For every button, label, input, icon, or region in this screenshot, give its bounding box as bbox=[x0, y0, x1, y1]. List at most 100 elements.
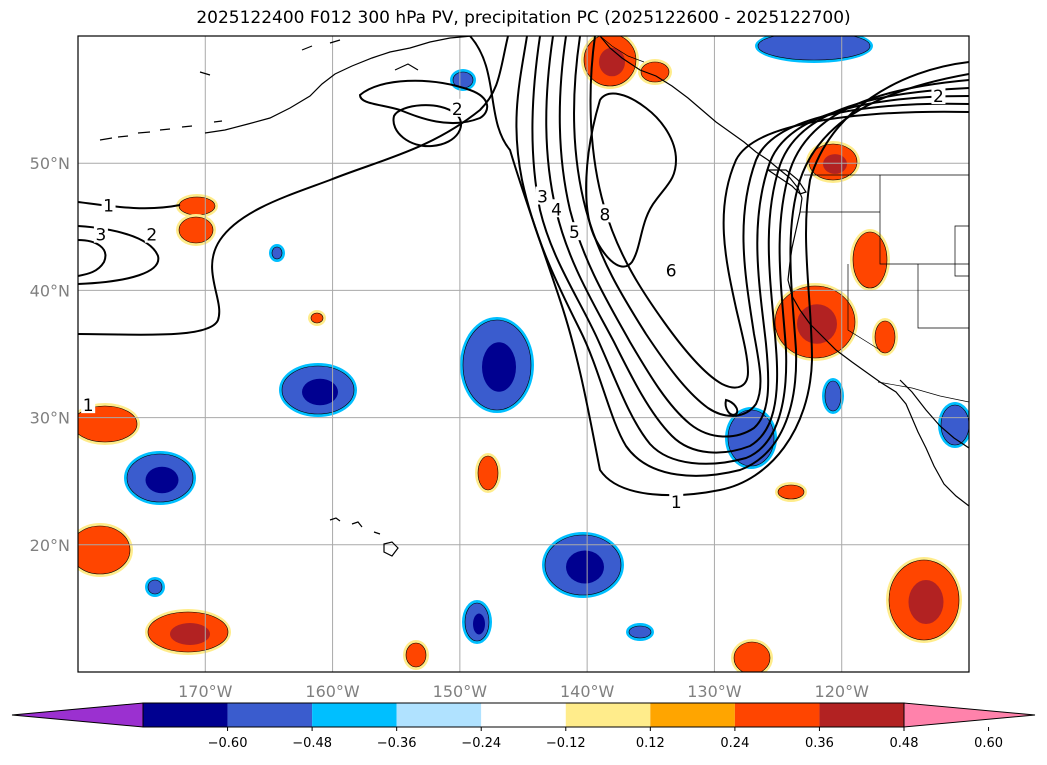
positive-precip-area bbox=[806, 141, 860, 183]
precip-mid-band bbox=[640, 61, 670, 83]
baja-gulf-coast bbox=[899, 379, 969, 449]
lon-tick-label: 130°W bbox=[687, 682, 742, 701]
pv-label-background bbox=[450, 98, 465, 117]
precip-mid-band bbox=[477, 455, 499, 491]
map-frame bbox=[77, 35, 970, 673]
pv-contour-1-west bbox=[78, 201, 181, 210]
lon-tick-label: 170°W bbox=[178, 682, 233, 701]
lat-tick-label: 30°N bbox=[30, 409, 70, 428]
precip-core-band bbox=[302, 378, 338, 406]
colorbar-low-extend bbox=[11, 702, 144, 728]
lon-tick-label: 150°W bbox=[433, 682, 488, 701]
positive-precip-area bbox=[176, 214, 216, 246]
colorbar: −0.60 −0.48 −0.36 −0.24 −0.12 0.12 0.24 0.36 0.4… bbox=[11, 702, 1036, 751]
pv-label-background bbox=[535, 186, 550, 205]
pv-label-background bbox=[144, 224, 159, 243]
political-borders bbox=[599, 36, 969, 403]
colorbar-tick-label: 0.36 bbox=[805, 736, 834, 751]
precip-mid-band bbox=[824, 380, 842, 412]
pv-contour-8 bbox=[585, 92, 678, 268]
pv-contour-5 bbox=[558, 36, 969, 438]
precip-core-band bbox=[145, 466, 179, 494]
pv-label-background bbox=[664, 260, 679, 279]
colorbar-high-extend bbox=[903, 702, 1036, 728]
positive-precip-area bbox=[403, 640, 429, 670]
negative-precip-area bbox=[542, 532, 624, 598]
lon-tick-label: 120°W bbox=[815, 682, 870, 701]
negative-precip-area bbox=[938, 402, 969, 448]
colorbar-segment bbox=[396, 703, 482, 727]
colorbar-tick-label: −0.24 bbox=[461, 736, 501, 751]
precip-core-band bbox=[797, 304, 837, 344]
precip-core-band bbox=[170, 623, 210, 645]
positive-precip-area bbox=[78, 403, 140, 445]
pv-contour-label: 8 bbox=[600, 205, 611, 225]
negative-precip-area bbox=[279, 363, 357, 417]
map-title: 2025122400 F012 300 hPa PV, precipitatio… bbox=[196, 8, 851, 28]
pv-contour-2-west bbox=[78, 225, 160, 285]
positive-precip-area bbox=[731, 639, 773, 672]
pv-label-background bbox=[931, 86, 946, 105]
colorbar-tick-label: 0.48 bbox=[890, 736, 919, 751]
lon-tick-label: 160°W bbox=[305, 682, 360, 701]
pv-label-background bbox=[669, 491, 684, 510]
colorbar-tick-label: 0.24 bbox=[720, 736, 749, 751]
pv-contour-2 bbox=[515, 36, 969, 477]
lon-tick-label: 140°W bbox=[560, 682, 615, 701]
pv-contour-label: 1 bbox=[103, 196, 114, 216]
colorbar-tick-label: −0.12 bbox=[546, 736, 586, 751]
us-mexico-border bbox=[877, 381, 969, 403]
pv-contour-2-small bbox=[724, 398, 739, 416]
pv-contour-1-main bbox=[78, 36, 509, 336]
pv-contour-label: 4 bbox=[551, 200, 562, 220]
positive-precip-area bbox=[581, 36, 639, 89]
lat-tick-label: 40°N bbox=[30, 281, 70, 300]
precip-mid-band bbox=[940, 404, 969, 446]
colorbar-segment bbox=[143, 703, 228, 727]
pv-label-background bbox=[597, 204, 612, 223]
colorbar-segment bbox=[650, 703, 735, 727]
precip-mid-band bbox=[78, 405, 138, 443]
pv-contour-2-island bbox=[392, 104, 462, 148]
precip-mid-band bbox=[628, 625, 652, 639]
pv-contour-label: 1 bbox=[671, 493, 682, 513]
precip-mid-band bbox=[178, 196, 216, 216]
precipitation-anomaly-layer bbox=[78, 36, 969, 672]
precip-core-band bbox=[908, 580, 944, 624]
pv-contour-3-west bbox=[78, 239, 107, 277]
hawaii-islands bbox=[329, 517, 399, 557]
colorbar-tick-label: 0.60 bbox=[974, 736, 1003, 751]
alaska-canada-border bbox=[599, 36, 645, 63]
precip-mid-band bbox=[78, 525, 131, 575]
negative-precip-area bbox=[626, 623, 654, 641]
colorbar-tick-label: 0.12 bbox=[636, 736, 665, 751]
vancouver-island bbox=[766, 169, 807, 195]
colorbar-segment bbox=[565, 703, 651, 727]
pv-label-background bbox=[101, 195, 116, 214]
alaska-islands bbox=[199, 39, 419, 76]
precip-mid-band bbox=[874, 320, 896, 354]
positive-precip-area bbox=[176, 194, 218, 218]
positive-precip-area bbox=[775, 482, 807, 502]
precip-mid-band bbox=[271, 246, 283, 260]
positive-precip-area bbox=[145, 609, 231, 655]
positive-precip-area bbox=[475, 453, 501, 493]
lat-tick-label: 50°N bbox=[30, 154, 70, 173]
negative-precip-area bbox=[145, 577, 165, 597]
pv-contour-2-north bbox=[358, 79, 489, 125]
positive-precip-area bbox=[872, 318, 898, 356]
pv-contour-label: 5 bbox=[569, 223, 580, 243]
positive-precip-area bbox=[638, 59, 672, 85]
colorbar-segment bbox=[481, 703, 566, 727]
colorbar-segment bbox=[734, 703, 820, 727]
colorbar-segment bbox=[227, 703, 313, 727]
negative-precip-area bbox=[822, 378, 844, 414]
precip-core-band bbox=[473, 613, 485, 635]
gridlines bbox=[78, 36, 969, 672]
precip-core-band bbox=[482, 342, 516, 392]
positive-precip-area bbox=[78, 523, 133, 577]
precip-core-band bbox=[823, 154, 847, 174]
negative-precip-area bbox=[755, 36, 873, 63]
precip-mid-band bbox=[405, 642, 427, 668]
